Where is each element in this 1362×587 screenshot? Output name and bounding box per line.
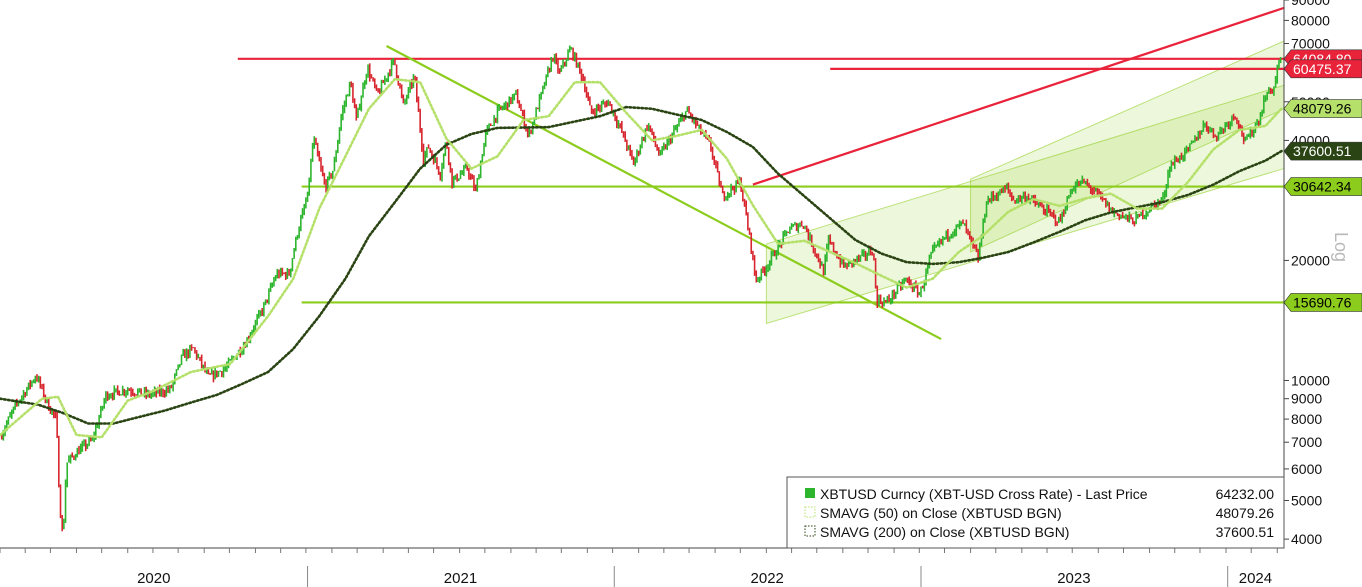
- legend-price-label: XBTUSD Curncy (XBT-USD Cross Rate) - Las…: [820, 486, 1148, 502]
- x-tick-label: 2020: [137, 570, 170, 587]
- price-badge-label: 15690.76: [1293, 294, 1352, 310]
- legend-sma50-label: SMAVG (50) on Close (XBTUSD BGN): [820, 505, 1062, 521]
- price-badge-label: 60475.37: [1293, 61, 1352, 77]
- price-badge: [1283, 141, 1362, 161]
- price-badge-label: 37600.51: [1293, 143, 1352, 159]
- trendlines: [386, 6, 1285, 341]
- price-badges: 64084.8060475.3748079.2637600.5130642.34…: [1283, 49, 1362, 312]
- trendline: [752, 6, 1285, 186]
- legend-box: [786, 476, 1285, 549]
- y-tick-label: 4000: [1291, 531, 1322, 547]
- y-tick-label: 90000: [1291, 0, 1330, 8]
- x-tick-label: 2024: [1239, 570, 1272, 587]
- price-badge: [1283, 59, 1362, 79]
- y-tick-label: 7000: [1291, 434, 1322, 450]
- y-tick-label: 10000: [1291, 372, 1330, 388]
- legend-sma50-value: 48079.26: [1216, 505, 1275, 521]
- legend-swatch-price: [805, 488, 815, 498]
- legend-swatch-sma50: [804, 506, 816, 518]
- legend-swatch-sma200: [804, 525, 816, 537]
- y-tick-label: 5000: [1291, 492, 1322, 508]
- sma200-line: [0, 105, 1283, 425]
- y-axis: 9000080000700005000040000200001000090008…: [1284, 0, 1330, 547]
- x-tick-label: 2021: [444, 570, 477, 587]
- x-tick-label: 2023: [1057, 570, 1090, 587]
- price-badge-label: 30642.34: [1293, 179, 1352, 195]
- price-badge: [1283, 293, 1362, 312]
- plot-area: [0, 6, 1285, 532]
- sma50-line: [0, 77, 1283, 439]
- legend-price-value: 64232.00: [1216, 486, 1275, 502]
- x-axis: 2020 2021 2022 2023 2024: [0, 548, 1278, 587]
- y-tick-label: 20000: [1291, 252, 1330, 268]
- legend-sma200-label: SMAVG (200) on Close (XBTUSD BGN): [820, 524, 1069, 540]
- y-tick-label: 80000: [1291, 12, 1330, 28]
- price-badge: [1283, 99, 1362, 118]
- y-tick-label: 9000: [1291, 391, 1322, 407]
- legend: XBTUSD Curncy (XBT-USD Cross Rate) - Las…: [786, 476, 1285, 549]
- price-candles: [0, 45, 1282, 532]
- trendline: [386, 45, 942, 341]
- y-tick-label: 70000: [1291, 36, 1330, 52]
- y-tick-label: 8000: [1291, 411, 1322, 427]
- x-tick-label: 2022: [751, 570, 784, 587]
- y-scale-label: Log: [1331, 232, 1351, 262]
- price-badge-label: 48079.26: [1293, 101, 1352, 117]
- price-badge: [1283, 177, 1362, 196]
- trend-channels: [765, 40, 1285, 325]
- y-tick-label: 6000: [1291, 461, 1322, 477]
- legend-sma200-value: 37600.51: [1216, 524, 1275, 540]
